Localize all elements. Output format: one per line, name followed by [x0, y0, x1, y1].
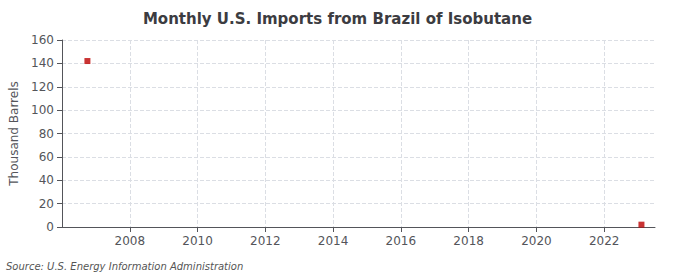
- svg-text:100: 100: [31, 103, 54, 117]
- svg-text:Source: U.S. Energy Informatio: Source: U.S. Energy Information Administ…: [6, 261, 243, 272]
- svg-text:2016: 2016: [386, 234, 417, 248]
- svg-text:20: 20: [39, 197, 54, 211]
- svg-text:60: 60: [39, 150, 54, 164]
- svg-text:2014: 2014: [318, 234, 349, 248]
- svg-text:2022: 2022: [589, 234, 620, 248]
- svg-text:Thousand Barrels: Thousand Barrels: [7, 81, 21, 186]
- svg-text:0: 0: [46, 220, 54, 234]
- svg-text:160: 160: [31, 33, 54, 47]
- svg-text:2020: 2020: [521, 234, 552, 248]
- svg-text:40: 40: [39, 173, 54, 187]
- svg-text:2018: 2018: [453, 234, 484, 248]
- svg-text:2010: 2010: [182, 234, 213, 248]
- svg-text:Monthly U.S. Imports from Braz: Monthly U.S. Imports from Brazil of Isob…: [143, 10, 532, 28]
- svg-text:120: 120: [31, 80, 54, 94]
- svg-text:2012: 2012: [250, 234, 281, 248]
- svg-text:140: 140: [31, 56, 54, 70]
- svg-text:2008: 2008: [114, 234, 145, 248]
- svg-text:80: 80: [39, 127, 54, 141]
